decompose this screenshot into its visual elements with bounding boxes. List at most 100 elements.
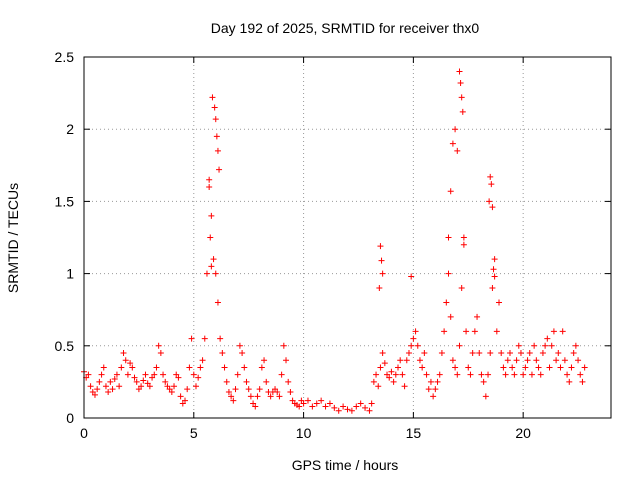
- data-point: [467, 371, 474, 378]
- data-point: [261, 357, 268, 364]
- data-point: [395, 364, 402, 371]
- data-point: [217, 335, 224, 342]
- data-point: [331, 404, 338, 411]
- data-point: [335, 407, 342, 414]
- data-point: [581, 364, 588, 371]
- data-point: [267, 393, 274, 400]
- data-point: [459, 108, 466, 115]
- data-point: [458, 94, 465, 101]
- data-point: [186, 364, 193, 371]
- data-point: [344, 406, 351, 413]
- data-point: [168, 389, 175, 396]
- data-point: [487, 173, 494, 180]
- data-point: [482, 393, 489, 400]
- data-point: [247, 393, 254, 400]
- data-point: [225, 389, 232, 396]
- data-point: [425, 386, 432, 393]
- data-point: [488, 181, 495, 188]
- data-point: [566, 378, 573, 385]
- data-point: [575, 357, 582, 364]
- data-point: [408, 273, 415, 280]
- data-point: [388, 368, 395, 375]
- data-point: [403, 357, 410, 364]
- data-point: [326, 400, 333, 407]
- data-point: [506, 350, 513, 357]
- data-point: [208, 212, 215, 219]
- data-point: [458, 285, 465, 292]
- data-point: [182, 397, 189, 404]
- data-point: [212, 116, 219, 123]
- x-tick-label: 5: [190, 425, 198, 441]
- data-point: [192, 383, 199, 390]
- data-point: [213, 133, 220, 140]
- data-point: [487, 350, 494, 357]
- data-point: [96, 378, 103, 385]
- data-point: [102, 383, 109, 390]
- data-point: [537, 371, 544, 378]
- data-point: [254, 393, 261, 400]
- data-point: [376, 285, 383, 292]
- data-point: [379, 350, 386, 357]
- data-point: [528, 371, 535, 378]
- data-point: [509, 364, 516, 371]
- data-point: [313, 400, 320, 407]
- data-point: [496, 299, 503, 306]
- data-point: [463, 328, 470, 335]
- data-point: [107, 378, 114, 385]
- x-tick-label: 10: [296, 425, 312, 441]
- data-point: [434, 378, 441, 385]
- data-point: [243, 378, 250, 385]
- data-point: [401, 383, 408, 390]
- data-point: [162, 378, 169, 385]
- data-point: [263, 378, 270, 385]
- data-point: [190, 371, 197, 378]
- data-point: [207, 234, 214, 241]
- plot-frame: [83, 56, 612, 419]
- data-point: [210, 256, 217, 263]
- data-point: [239, 350, 246, 357]
- data-point: [203, 270, 210, 277]
- data-point: [153, 364, 160, 371]
- data-point: [452, 364, 459, 371]
- data-point: [397, 357, 404, 364]
- data-point: [362, 404, 369, 411]
- data-point: [542, 342, 549, 349]
- data-point: [151, 371, 158, 378]
- data-point: [419, 364, 426, 371]
- data-point: [373, 371, 380, 378]
- data-point: [214, 299, 221, 306]
- data-point: [113, 371, 120, 378]
- data-point: [513, 357, 520, 364]
- data-point: [304, 397, 311, 404]
- data-point: [340, 403, 347, 410]
- data-point: [184, 386, 191, 393]
- data-point: [221, 364, 228, 371]
- data-point: [539, 350, 546, 357]
- data-point: [140, 377, 147, 384]
- data-point: [524, 357, 531, 364]
- data-point: [412, 328, 419, 335]
- data-point: [142, 371, 149, 378]
- data-point: [480, 378, 487, 385]
- data-point: [414, 342, 421, 349]
- data-point: [209, 94, 216, 101]
- y-tick-label: 1: [66, 266, 74, 282]
- data-point: [245, 386, 252, 393]
- data-point: [572, 342, 579, 349]
- data-point: [441, 328, 448, 335]
- data-point: [478, 371, 485, 378]
- data-point: [234, 371, 241, 378]
- y-tick-label: 0.5: [55, 338, 75, 354]
- data-point: [348, 407, 355, 414]
- data-point: [283, 357, 290, 364]
- data-point: [177, 393, 184, 400]
- data-point: [568, 364, 575, 371]
- data-point: [533, 357, 540, 364]
- data-point: [452, 126, 459, 133]
- data-point: [460, 234, 467, 241]
- data-point: [285, 378, 292, 385]
- data-point: [379, 270, 386, 277]
- data-point: [318, 397, 325, 404]
- data-point: [206, 183, 213, 190]
- data-point: [430, 393, 437, 400]
